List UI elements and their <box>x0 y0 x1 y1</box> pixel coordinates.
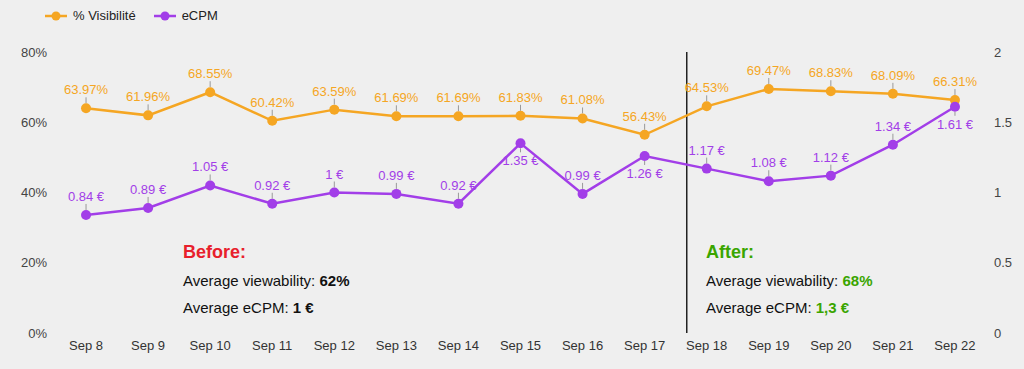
svg-text:Sep 17: Sep 17 <box>624 338 665 353</box>
svg-text:0.92 €: 0.92 € <box>254 178 291 193</box>
svg-text:1.05 €: 1.05 € <box>192 159 229 174</box>
svg-text:63.59%: 63.59% <box>312 84 357 99</box>
html-text:Before:: Before: <box>183 242 246 262</box>
svg-text:60.42%: 60.42% <box>250 95 295 110</box>
svg-text:Sep 16: Sep 16 <box>562 338 603 353</box>
svg-text:63.97%: 63.97% <box>64 82 109 97</box>
svg-text:1.17 €: 1.17 € <box>689 143 726 158</box>
svg-text:0.92 €: 0.92 € <box>440 178 477 193</box>
svg-text:40%: 40% <box>21 185 47 200</box>
svg-text:1.34 €: 1.34 € <box>875 119 912 134</box>
svg-text:Sep 11: Sep 11 <box>252 338 292 353</box>
svg-text:69.47%: 69.47% <box>747 63 792 78</box>
svg-text:60%: 60% <box>21 115 47 130</box>
svg-text:68.09%: 68.09% <box>871 68 916 83</box>
svg-text:0: 0 <box>994 326 1001 341</box>
svg-text:2: 2 <box>994 45 1001 60</box>
svg-text:Sep 14: Sep 14 <box>438 338 479 353</box>
svg-text:0%: 0% <box>28 326 47 341</box>
svg-text:1 €: 1 € <box>325 167 344 182</box>
svg-text:61.69%: 61.69% <box>436 90 481 105</box>
svg-text:Sep 12: Sep 12 <box>314 338 355 353</box>
svg-text:1.5: 1.5 <box>994 115 1012 130</box>
svg-text:Sep 13: Sep 13 <box>376 338 417 353</box>
svg-text:80%: 80% <box>21 45 47 60</box>
svg-text:1.08 €: 1.08 € <box>751 155 788 170</box>
svg-text:64.53%: 64.53% <box>685 80 730 95</box>
svg-text:Sep 10: Sep 10 <box>190 338 231 353</box>
html-text:% Visibilité: % Visibilité <box>73 8 136 23</box>
svg-text:Sep 8: Sep 8 <box>69 338 103 353</box>
svg-text:Sep 22: Sep 22 <box>934 338 975 353</box>
svg-text:68.55%: 68.55% <box>188 66 233 81</box>
svg-text:61.96%: 61.96% <box>126 89 171 104</box>
svg-text:Sep 18: Sep 18 <box>686 338 727 353</box>
svg-text:Sep 20: Sep 20 <box>810 338 851 353</box>
svg-text:1.61 €: 1.61 € <box>937 117 974 132</box>
html-text:Average eCPM: 1 €: Average eCPM: 1 € <box>183 299 314 316</box>
svg-text:0.99 €: 0.99 € <box>378 168 415 183</box>
html-text:eCPM: eCPM <box>181 8 218 23</box>
svg-text:Sep 15: Sep 15 <box>500 338 541 353</box>
svg-text:0.84 €: 0.84 € <box>68 189 105 204</box>
svg-text:61.08%: 61.08% <box>561 92 606 107</box>
svg-text:56.43%: 56.43% <box>623 109 668 124</box>
html-text:Average eCPM: 1,3 €: Average eCPM: 1,3 € <box>706 299 850 316</box>
html-text:After:: After: <box>706 242 754 262</box>
svg-text:0.5: 0.5 <box>994 255 1012 270</box>
svg-text:66.31%: 66.31% <box>933 74 978 89</box>
svg-text:68.83%: 68.83% <box>809 65 854 80</box>
svg-text:61.69%: 61.69% <box>374 90 419 105</box>
svg-text:0.99 €: 0.99 € <box>564 168 601 183</box>
svg-text:Sep 21: Sep 21 <box>872 338 913 353</box>
svg-text:1.12 €: 1.12 € <box>813 150 850 165</box>
svg-text:1.35 €: 1.35 € <box>502 153 539 168</box>
svg-text:0.89 €: 0.89 € <box>130 182 167 197</box>
svg-text:Sep 9: Sep 9 <box>131 338 165 353</box>
svg-text:1: 1 <box>994 185 1001 200</box>
html-text:Average viewability: 62%: Average viewability: 62% <box>183 272 350 289</box>
svg-text:20%: 20% <box>21 255 47 270</box>
html-text:Average viewability: 68%: Average viewability: 68% <box>706 272 873 289</box>
svg-text:1.26 €: 1.26 € <box>627 166 664 181</box>
svg-text:61.83%: 61.83% <box>498 90 543 105</box>
svg-text:Sep 19: Sep 19 <box>748 338 789 353</box>
